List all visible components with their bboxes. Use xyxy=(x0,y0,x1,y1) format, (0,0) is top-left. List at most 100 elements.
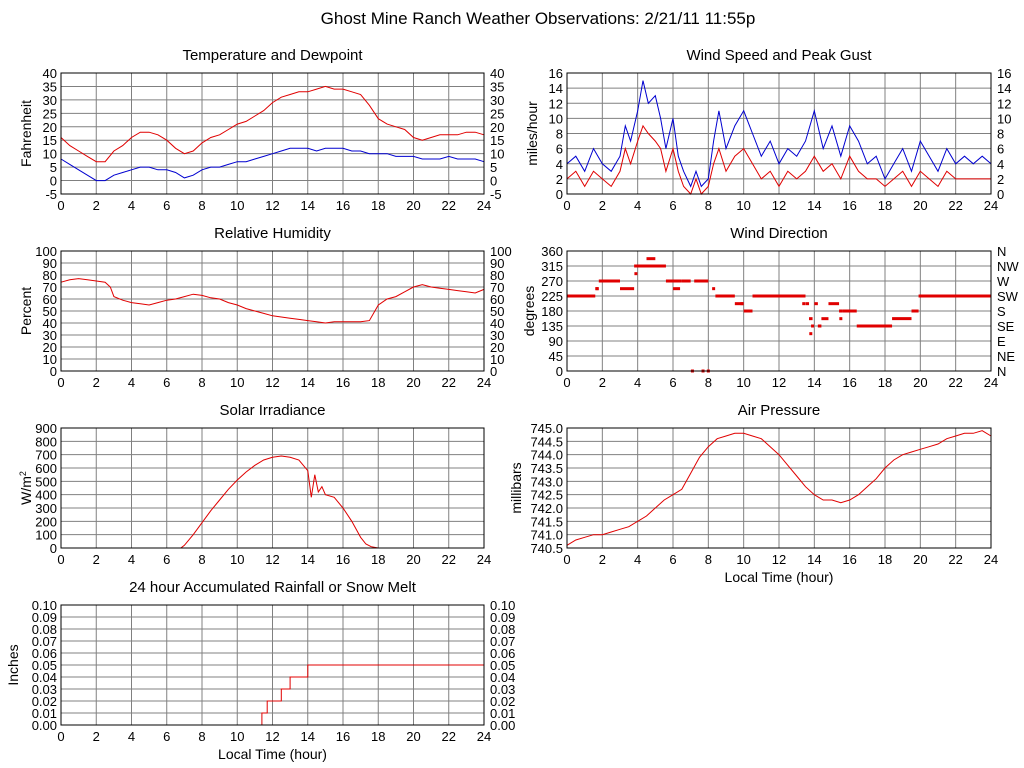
pressure-ytick-label: 743.0 xyxy=(530,474,563,489)
wind_speed-series-red-line xyxy=(566,124,991,195)
pressure-xtick-label: 4 xyxy=(634,552,641,567)
wind_direction-ytick-label: 0 xyxy=(556,364,563,379)
humidity-right-tick-label: 90 xyxy=(490,256,504,271)
wind_direction-right-tick-label: NE xyxy=(997,349,1015,364)
rainfall-xlabel: Local Time (hour) xyxy=(218,746,327,762)
wind_direction-right-tick-label: N xyxy=(997,364,1006,379)
temperature-right-tick-label: -5 xyxy=(490,187,502,202)
humidity-ytick-label: 40 xyxy=(43,316,57,331)
wind_speed-frame xyxy=(566,72,992,195)
rainfall-ytick-label: 0.02 xyxy=(32,694,57,709)
temperature-xtick-label: 12 xyxy=(265,198,279,213)
wind_direction-right-tick-label: SW xyxy=(997,289,1019,304)
wind_speed-ytick-label: 8 xyxy=(556,127,563,142)
wind_speed-xtick-label: 16 xyxy=(842,198,856,213)
temperature-ytick-label: 10 xyxy=(43,147,57,162)
rainfall-right-tick-label: 0.02 xyxy=(490,694,515,709)
solar-ytick-label: 400 xyxy=(35,488,57,503)
pressure-ytick-label: 741.5 xyxy=(530,514,563,529)
solar-ytick-label: 300 xyxy=(35,501,57,516)
rainfall-xtick-label: 16 xyxy=(336,729,350,744)
humidity-series-red-line xyxy=(60,278,485,324)
rainfall-ytick-label: 0.00 xyxy=(32,718,57,733)
wind_speed-right-tick-label: 4 xyxy=(997,157,1004,172)
solar-ytick-label: 700 xyxy=(35,448,57,463)
solar-chart: 0 2 4 6 8 10 12 14 16 18 20 22 240100200300400500600… xyxy=(18,402,491,567)
temperature-xtick-label: 10 xyxy=(230,198,244,213)
solar-xtick-label: 12 xyxy=(265,552,279,567)
wind_direction-right-tick-label: S xyxy=(997,304,1006,319)
wind_speed-ytick-label: 14 xyxy=(549,81,563,96)
temperature-ytick-label: 0 xyxy=(50,174,57,189)
solar-ylabel: W/m2 xyxy=(18,471,34,505)
wind_direction-ylabel: degrees xyxy=(521,286,537,337)
rainfall-ytick-label: 0.06 xyxy=(32,646,57,661)
rainfall-ytick-label: 0.07 xyxy=(32,634,57,649)
rainfall-xtick-label: 4 xyxy=(128,729,135,744)
humidity-right-tick-label: 70 xyxy=(490,280,504,295)
solar-ytick-label: 100 xyxy=(35,528,57,543)
wind_direction-xtick-label: 12 xyxy=(772,375,786,390)
wind_speed-xtick-label: 4 xyxy=(634,198,641,213)
pressure-xtick-label: 20 xyxy=(913,552,927,567)
humidity-ytick-label: 10 xyxy=(43,352,57,367)
wind_speed-xtick-label: 6 xyxy=(669,198,676,213)
humidity-right-tick-label: 60 xyxy=(490,292,504,307)
humidity-ytick-label: 80 xyxy=(43,268,57,283)
wind_direction-ytick-label: 45 xyxy=(549,349,563,364)
rainfall-xtick-label: 14 xyxy=(301,729,315,744)
wind_speed-xtick-label: 18 xyxy=(878,198,892,213)
rainfall-right-tick-label: 0.10 xyxy=(490,598,515,613)
solar-xtick-label: 8 xyxy=(198,552,205,567)
wind_direction-ytick-label: 90 xyxy=(549,334,563,349)
wind_direction-xtick-label: 22 xyxy=(948,375,962,390)
solar-xtick-label: 18 xyxy=(371,552,385,567)
wind_direction-xtick-label: 10 xyxy=(736,375,750,390)
pressure-ylabel: millibars xyxy=(508,462,524,513)
pressure-xtick-label: 0 xyxy=(563,552,570,567)
humidity-ytick-label: 70 xyxy=(43,280,57,295)
solar-ytick-label: 0 xyxy=(50,541,57,556)
humidity-right-tick-label: 30 xyxy=(490,328,504,343)
humidity-xtick-label: 0 xyxy=(57,375,64,390)
temperature-xtick-label: 22 xyxy=(442,198,456,213)
humidity-xtick-label: 2 xyxy=(93,375,100,390)
humidity-right-tick-label: 20 xyxy=(490,340,504,355)
rainfall-right-tick-label: 0.03 xyxy=(490,682,515,697)
wind_direction-xtick-label: 18 xyxy=(878,375,892,390)
temperature-ytick-label: 5 xyxy=(50,160,57,175)
wind_direction-right-tick-label: N xyxy=(997,244,1006,259)
wind_direction-xtick-label: 0 xyxy=(563,375,570,390)
wind_direction-xtick-label: 6 xyxy=(669,375,676,390)
rainfall-right-tick-label: 0.05 xyxy=(490,658,515,673)
humidity-xtick-label: 12 xyxy=(265,375,279,390)
humidity-xtick-label: 18 xyxy=(371,375,385,390)
rainfall-xtick-label: 12 xyxy=(265,729,279,744)
wind_direction-xtick-label: 4 xyxy=(634,375,641,390)
rainfall-xtick-label: 20 xyxy=(406,729,420,744)
rainfall-xtick-label: 24 xyxy=(477,729,491,744)
humidity-xtick-label: 10 xyxy=(230,375,244,390)
rainfall-ytick-label: 0.05 xyxy=(32,658,57,673)
rainfall-ytick-label: 0.10 xyxy=(32,598,57,613)
rainfall-ylabel: Inches xyxy=(5,644,21,685)
pressure-xtick-label: 24 xyxy=(984,552,998,567)
wind_speed-xtick-label: 10 xyxy=(736,198,750,213)
temperature-title: Temperature and Dewpoint xyxy=(182,47,363,64)
temperature-right-tick-label: 25 xyxy=(490,106,504,121)
wind_direction-point xyxy=(802,302,806,306)
solar-title: Solar Irradiance xyxy=(220,402,326,419)
wind_speed-ytick-label: 16 xyxy=(549,66,563,81)
wind_direction-ytick-label: 360 xyxy=(541,244,563,259)
rainfall-right-tick-label: 0.00 xyxy=(490,718,515,733)
rainfall-title: 24 hour Accumulated Rainfall or Snow Mel… xyxy=(129,579,417,596)
temperature-right-tick-label: 0 xyxy=(490,174,497,189)
wind_direction-ytick-label: 135 xyxy=(541,319,563,334)
solar-frame xyxy=(60,427,485,549)
wind_direction-ytick-label: 225 xyxy=(541,289,563,304)
wind_speed-ytick-label: 6 xyxy=(556,142,563,157)
solar-ytick-label: 600 xyxy=(35,461,57,476)
wind_speed-right-tick-label: 14 xyxy=(997,81,1011,96)
rainfall-xtick-label: 2 xyxy=(93,729,100,744)
temperature-xtick-label: 14 xyxy=(301,198,315,213)
